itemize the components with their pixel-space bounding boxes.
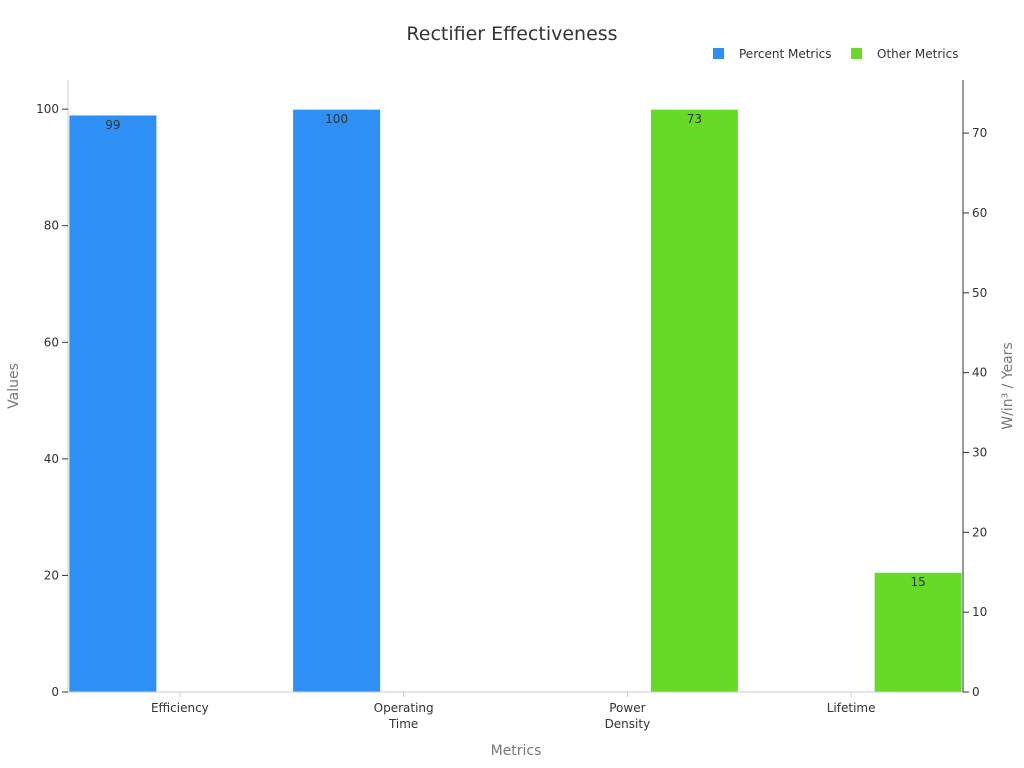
data-labels-group: 99 100 73 15 xyxy=(105,112,926,589)
data-label-power-density: 73 xyxy=(687,112,702,126)
right-y-tick-label: 20 xyxy=(972,525,987,539)
legend-swatch-percent-metrics xyxy=(713,48,724,59)
bars-group xyxy=(68,108,963,693)
right-y-tick-label: 0 xyxy=(972,685,980,699)
data-label-operating-time: 100 xyxy=(325,112,348,126)
chart-title: Rectifier Effectiveness xyxy=(406,23,617,45)
x-tick-label-lifetime: Lifetime xyxy=(827,701,876,715)
left-y-tick-label: 20 xyxy=(44,568,59,582)
right-y-tick-label: 70 xyxy=(972,126,987,140)
right-y-tick-label: 10 xyxy=(972,605,987,619)
legend-swatch-other-metrics xyxy=(851,48,862,59)
data-label-efficiency: 99 xyxy=(105,118,120,132)
x-tick-label-power-density: Power Density xyxy=(605,701,651,731)
left-y-tick-label: 0 xyxy=(51,685,59,699)
right-y-axis-title: W/in³ / Years xyxy=(1000,342,1016,430)
right-y-tick-label: 50 xyxy=(972,286,987,300)
legend: Percent Metrics Other Metrics xyxy=(713,47,958,61)
left-y-tick-label: 40 xyxy=(44,452,59,466)
left-y-tick-label: 100 xyxy=(36,102,59,116)
right-y-axis-ticks: 0 10 20 30 40 50 60 70 xyxy=(963,126,987,699)
bar-operating-time xyxy=(292,108,382,693)
x-tick-label-operating-time: Operating Time xyxy=(374,701,434,731)
left-y-axis-ticks: 0 20 40 60 80 100 xyxy=(36,102,68,699)
left-y-tick-label: 80 xyxy=(44,219,59,233)
x-axis-ticks: Efficiency Operating Time Power Density Lifet… xyxy=(151,692,876,731)
right-y-tick-label: 40 xyxy=(972,366,987,380)
bar-lifetime xyxy=(873,571,963,693)
data-label-lifetime: 15 xyxy=(910,575,925,589)
left-y-axis-title: Values xyxy=(6,363,22,409)
right-y-tick-label: 30 xyxy=(972,445,987,459)
legend-label-other-metrics: Other Metrics xyxy=(877,47,958,61)
right-y-tick-label: 60 xyxy=(972,206,987,220)
bar-power-density xyxy=(649,108,739,693)
x-axis-title: Metrics xyxy=(491,743,542,759)
bar-efficiency xyxy=(68,114,158,693)
legend-label-percent-metrics: Percent Metrics xyxy=(739,47,832,61)
left-y-tick-label: 60 xyxy=(44,335,59,349)
x-tick-label-efficiency: Efficiency xyxy=(151,701,209,715)
